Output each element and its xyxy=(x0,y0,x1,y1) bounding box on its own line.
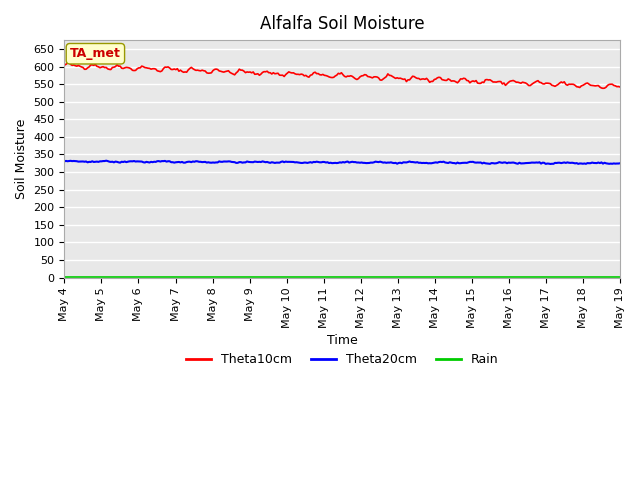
Line: Theta20cm: Theta20cm xyxy=(65,161,620,164)
Text: TA_met: TA_met xyxy=(70,47,121,60)
Theta10cm xyxy=(255,72,263,78)
Theta20cm xyxy=(547,161,554,167)
Theta20cm xyxy=(102,158,110,164)
Theta20cm xyxy=(588,160,596,166)
Rain xyxy=(616,274,624,280)
Y-axis label: Soil Moisture: Soil Moisture xyxy=(15,119,28,199)
Theta20cm xyxy=(246,159,254,165)
X-axis label: Time: Time xyxy=(327,334,358,347)
Legend: Theta10cm, Theta20cm, Rain: Theta10cm, Theta20cm, Rain xyxy=(181,348,503,371)
Theta20cm xyxy=(228,159,236,165)
Theta10cm xyxy=(305,74,313,80)
Theta10cm xyxy=(228,71,236,76)
Title: Alfalfa Soil Moisture: Alfalfa Soil Moisture xyxy=(260,15,424,33)
Theta20cm xyxy=(130,158,138,164)
Rain xyxy=(129,274,136,280)
Theta10cm xyxy=(599,85,607,91)
Rain xyxy=(585,274,593,280)
Theta10cm xyxy=(616,84,624,90)
Theta20cm xyxy=(616,160,624,166)
Theta10cm xyxy=(587,83,595,88)
Theta20cm xyxy=(305,160,313,166)
Rain xyxy=(254,274,262,280)
Theta20cm xyxy=(61,158,68,164)
Rain xyxy=(226,274,234,280)
Rain xyxy=(303,274,311,280)
Theta10cm xyxy=(246,69,254,75)
Line: Theta10cm: Theta10cm xyxy=(65,63,620,88)
Theta10cm xyxy=(61,62,68,68)
Rain xyxy=(244,274,252,280)
Theta20cm xyxy=(255,159,263,165)
Theta10cm xyxy=(130,68,138,73)
Rain xyxy=(61,274,68,280)
Theta10cm xyxy=(65,60,73,66)
